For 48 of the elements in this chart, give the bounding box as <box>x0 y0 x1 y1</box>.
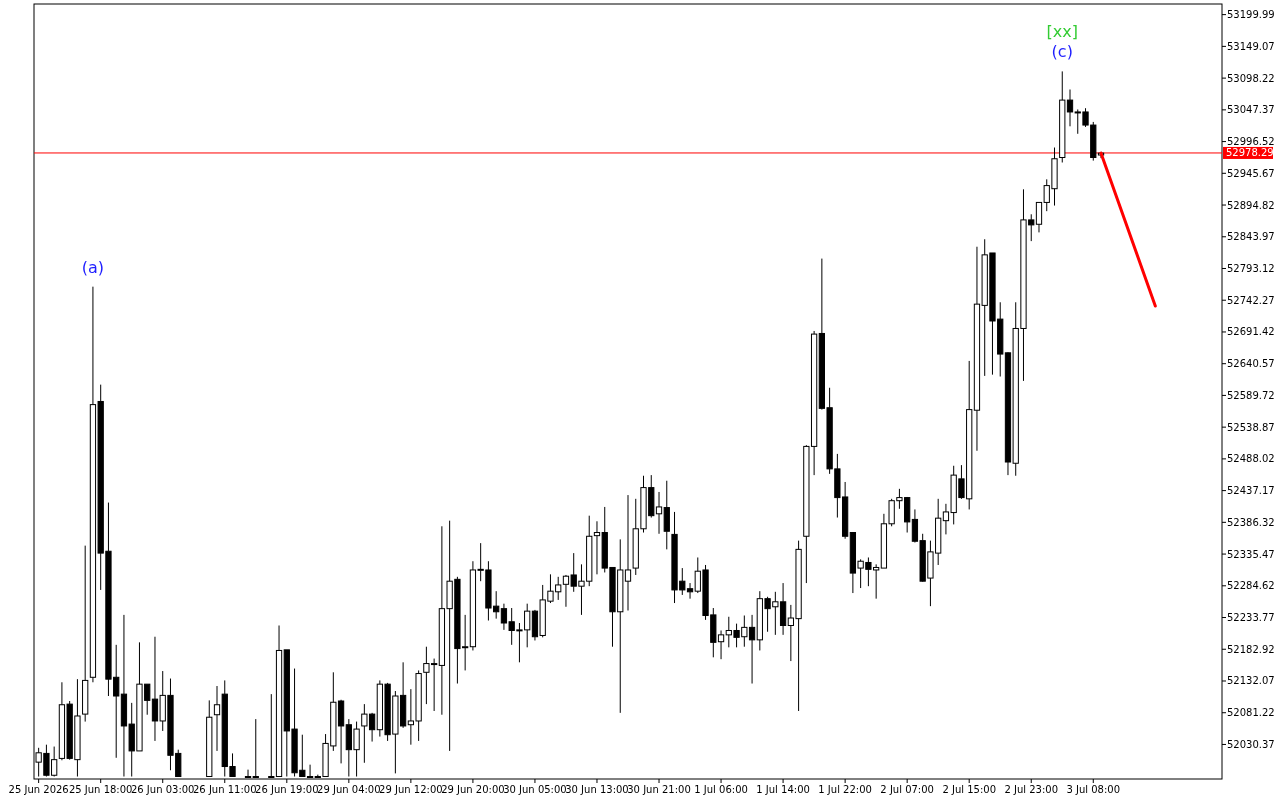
y-tick-label: 52030.37 <box>1227 738 1275 750</box>
candlestick <box>206 699 213 777</box>
x-tick-label: 2 Jul 23:00 <box>1004 784 1059 795</box>
x-tick-label: 29 Jun 20:00 <box>441 784 505 795</box>
x-tick-label: 26 Jun 19:00 <box>255 784 319 795</box>
x-tick-label: 1 Jul 06:00 <box>694 784 748 795</box>
y-tick-label: 52742.27 <box>1227 294 1275 306</box>
annotation: (c) <box>1051 42 1073 62</box>
annotation: [xx] <box>1046 22 1078 42</box>
x-tick-label: 30 Jun 21:00 <box>627 784 691 795</box>
y-tick-label: 52691.42 <box>1227 326 1275 338</box>
y-tick-label: 52386.32 <box>1227 516 1275 528</box>
x-tick-label: 3 Jul 08:00 <box>1066 784 1121 795</box>
x-tick-label: 2 Jul 15:00 <box>942 784 997 795</box>
annotation: (a) <box>81 257 105 277</box>
y-tick-label: 52488.02 <box>1227 453 1275 465</box>
x-tick-label: 1 Jul 14:00 <box>756 784 810 795</box>
x-tick-label: 25 Jun 18:00 <box>68 784 133 795</box>
y-tick-label: 52437.17 <box>1227 485 1275 497</box>
x-tick-label: 25 Jun 2026 <box>8 784 69 795</box>
y-tick-label: 52589.72 <box>1227 389 1275 401</box>
y-tick-label: 53098.22 <box>1227 72 1275 84</box>
y-tick-label: 52081.22 <box>1227 707 1275 719</box>
x-tick-label: 26 Jun 03:00 <box>130 784 195 795</box>
candlestick <box>82 545 89 723</box>
y-tick-label: 52894.82 <box>1227 199 1275 211</box>
x-tick-label: 1 Jul 22:00 <box>818 784 872 795</box>
y-tick-label: 52284.62 <box>1227 580 1275 592</box>
y-tick-label: 53047.37 <box>1227 104 1275 116</box>
x-tick-label: 29 Jun 04:00 <box>317 784 381 795</box>
y-tick-label: 52793.12 <box>1227 263 1275 274</box>
y-tick-label: 52132.07 <box>1227 675 1275 687</box>
x-tick-label: 29 Jun 12:00 <box>379 784 443 795</box>
y-tick-label: 53149.07 <box>1227 40 1275 52</box>
ref-line-label: 52978.29 <box>1226 147 1274 159</box>
y-tick-label: 52182.92 <box>1227 643 1275 655</box>
y-tick-label: 52945.67 <box>1227 167 1275 179</box>
y-tick-label: 52843.97 <box>1227 231 1275 243</box>
y-tick-label: 52640.57 <box>1227 358 1275 370</box>
x-tick-label: 30 Jun 05:00 <box>503 784 567 795</box>
y-tick-label: 52335.47 <box>1227 548 1275 560</box>
y-tick-label: 53199.99 <box>1227 9 1275 21</box>
x-tick-label: 26 Jun 11:00 <box>193 784 257 795</box>
x-tick-label: 30 Jun 13:00 <box>565 784 629 795</box>
x-tick-label: 2 Jul 07:00 <box>880 784 934 795</box>
y-tick-label: 52996.52 <box>1227 136 1275 148</box>
y-tick-label: 52233.77 <box>1227 612 1275 624</box>
y-tick-label: 52538.87 <box>1227 421 1275 433</box>
